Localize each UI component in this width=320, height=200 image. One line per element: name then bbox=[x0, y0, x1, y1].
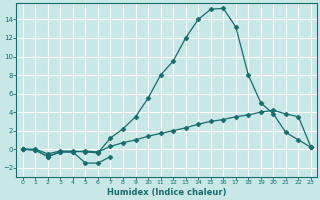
X-axis label: Humidex (Indice chaleur): Humidex (Indice chaleur) bbox=[107, 188, 227, 197]
